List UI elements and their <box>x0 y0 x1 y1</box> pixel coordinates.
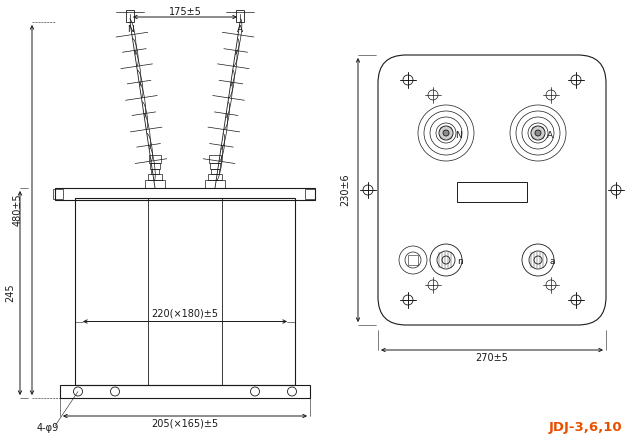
Circle shape <box>443 130 449 136</box>
Text: 175±5: 175±5 <box>169 7 202 17</box>
Text: 220(×180)±5: 220(×180)±5 <box>152 309 219 318</box>
Bar <box>209 155 221 163</box>
Text: 245: 245 <box>5 284 15 303</box>
Bar <box>145 180 165 188</box>
Bar <box>205 180 225 188</box>
Text: A: A <box>237 26 243 34</box>
Bar <box>210 163 220 169</box>
Text: 205(×165)±5: 205(×165)±5 <box>152 419 219 429</box>
Text: 230±6: 230±6 <box>340 174 350 206</box>
Bar <box>305 189 315 199</box>
Text: N: N <box>127 26 133 34</box>
Bar <box>408 255 418 265</box>
Text: JDJ-3,6,10: JDJ-3,6,10 <box>548 422 622 434</box>
Text: n: n <box>457 258 463 266</box>
Text: 4-φ9: 4-φ9 <box>37 423 59 433</box>
Circle shape <box>535 130 541 136</box>
Bar <box>457 182 527 202</box>
Bar <box>151 169 159 174</box>
Bar <box>208 174 222 180</box>
Bar <box>126 10 134 22</box>
Bar <box>150 163 160 169</box>
Bar <box>53 189 63 199</box>
Bar <box>211 169 219 174</box>
Bar <box>149 155 161 163</box>
Text: N: N <box>455 131 462 139</box>
Text: a: a <box>549 258 555 266</box>
Text: A: A <box>547 131 553 139</box>
Text: 270±5: 270±5 <box>476 353 508 363</box>
Bar <box>148 174 162 180</box>
Bar <box>75 198 295 385</box>
Bar <box>236 10 244 22</box>
Text: 480±5: 480±5 <box>13 194 23 226</box>
Bar <box>60 385 310 398</box>
Bar <box>55 188 315 200</box>
